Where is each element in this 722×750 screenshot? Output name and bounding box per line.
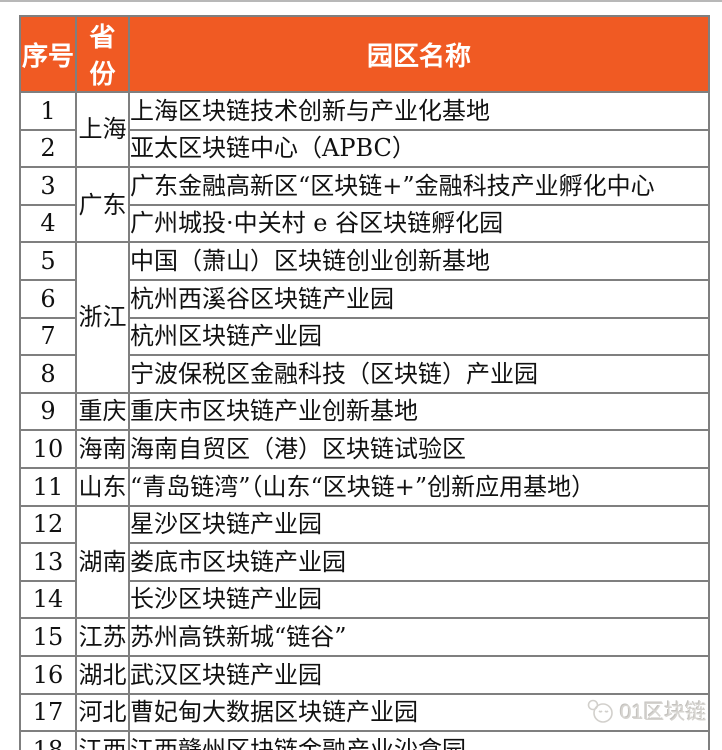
cell-park-name: 上海区块链技术创新与产业化基地: [128, 91, 710, 131]
cell-province: 湖南: [75, 504, 130, 620]
cell-province: 河北: [75, 692, 130, 733]
cell-park-name: 杭州西溪谷区块链产业园: [128, 278, 710, 319]
table-row: 15 江苏 苏州高铁新城“链谷”: [19, 617, 710, 657]
table-row: 11 山东 “青岛链湾”（山东“区块链+”创新应用基地）: [19, 466, 710, 507]
cell-province: 上海: [75, 90, 130, 169]
cell-number: 16: [19, 654, 77, 695]
table-row: 12 湖南 星沙区块链产业园: [19, 504, 710, 620]
cell-province: 江西: [75, 730, 130, 750]
col-header-province: 省份: [75, 15, 130, 93]
cell-number: 11: [19, 466, 77, 507]
cell-number: 17: [19, 692, 77, 733]
cell-province: 重庆: [75, 391, 130, 432]
cell-park-name: “青岛链湾”（山东“区块链+”创新应用基地）: [128, 466, 710, 507]
cell-province: 江苏: [75, 617, 130, 657]
cell-park-name: 星沙区块链产业园: [128, 504, 710, 545]
cell-province: 广东: [75, 166, 130, 244]
col-header-number: 序号: [19, 15, 77, 93]
cell-park-name: 广东金融高新区“区块链+”金融科技产业孵化中心: [128, 166, 710, 206]
table-row: 17 河北 曹妃甸大数据区块链产业园: [19, 692, 710, 733]
cell-number: 13: [19, 542, 77, 582]
cell-number: 6: [19, 278, 77, 319]
cell-number: 7: [19, 316, 77, 357]
cell-park-name: 娄底市区块链产业园: [128, 542, 710, 582]
table-row: 3 广东 广东金融高新区“区块链+”金融科技产业孵化中心: [19, 166, 710, 244]
cell-park-name: 重庆市区块链产业创新基地: [128, 391, 710, 432]
cell-park-name: 亚太区块链中心（APBC）: [128, 128, 710, 169]
cell-park-name: 武汉区块链产业园: [128, 654, 710, 695]
header-row: 序号 省份 园区名称: [19, 15, 710, 93]
cell-park-name: 海南自贸区（港）区块链试验区: [128, 429, 710, 469]
blockchain-parks-table: 序号 省份 园区名称 1 上海 上海区块链技术创新与产业化基地 2 亚太区块链中心（AP…: [19, 15, 710, 750]
cell-park-name: 宁波保税区金融科技（区块链）产业园: [128, 354, 710, 394]
table-row: 7 杭州区块链产业园: [19, 316, 710, 357]
table-row: 9 重庆 重庆市区块链产业创新基地: [19, 391, 710, 432]
cell-park-name: 广州城投·中关村 e 谷区块链孵化园: [128, 203, 710, 244]
cell-province: 浙江: [75, 241, 130, 394]
col-header-park-name: 园区名称: [128, 15, 710, 93]
table-row: 13 娄底市区块链产业园: [19, 542, 710, 582]
table-row: 1 上海 上海区块链技术创新与产业化基地: [19, 90, 710, 169]
table-row: 6 杭州西溪谷区块链产业园: [19, 278, 710, 319]
cell-province: 海南: [75, 429, 130, 469]
cell-number: 4: [19, 203, 77, 244]
cell-number: 10: [19, 429, 77, 469]
cell-number: 8: [19, 354, 77, 394]
cell-number: 3: [19, 166, 77, 206]
cell-province: 山东: [75, 466, 130, 507]
table-row: 8 宁波保税区金融科技（区块链）产业园: [19, 354, 710, 394]
cell-park-name: 苏州高铁新城“链谷”: [128, 617, 710, 657]
cell-park-name: 长沙区块链产业园: [128, 579, 710, 620]
cell-park-name: 江西赣州区块链金融产业沙盒园: [128, 730, 710, 750]
top-divider: [0, 0, 722, 2]
table-row: 18 江西 江西赣州区块链金融产业沙盒园: [19, 730, 710, 750]
cell-number: 5: [19, 241, 77, 281]
table-row: 14 长沙区块链产业园: [19, 579, 710, 620]
cell-park-name: 曹妃甸大数据区块链产业园: [128, 692, 710, 733]
cell-number: 9: [19, 391, 77, 432]
table-row: 5 浙江 中国（萧山）区块链创业创新基地: [19, 241, 710, 394]
cell-province: 湖北: [75, 654, 130, 695]
cell-number: 2: [19, 128, 77, 169]
cell-park-name: 杭州区块链产业园: [128, 316, 710, 357]
table-row: 4 广州城投·中关村 e 谷区块链孵化园: [19, 203, 710, 244]
table-row: 2 亚太区块链中心（APBC）: [19, 128, 710, 169]
cell-park-name: 中国（萧山）区块链创业创新基地: [128, 241, 710, 281]
cell-number: 12: [19, 504, 77, 545]
cell-number: 14: [19, 579, 77, 620]
cell-number: 15: [19, 617, 77, 657]
cell-number: 1: [19, 91, 77, 131]
table-row: 16 湖北 武汉区块链产业园: [19, 654, 710, 695]
cell-number: 18: [19, 730, 77, 750]
table-row: 10 海南 海南自贸区（港）区块链试验区: [19, 429, 710, 469]
